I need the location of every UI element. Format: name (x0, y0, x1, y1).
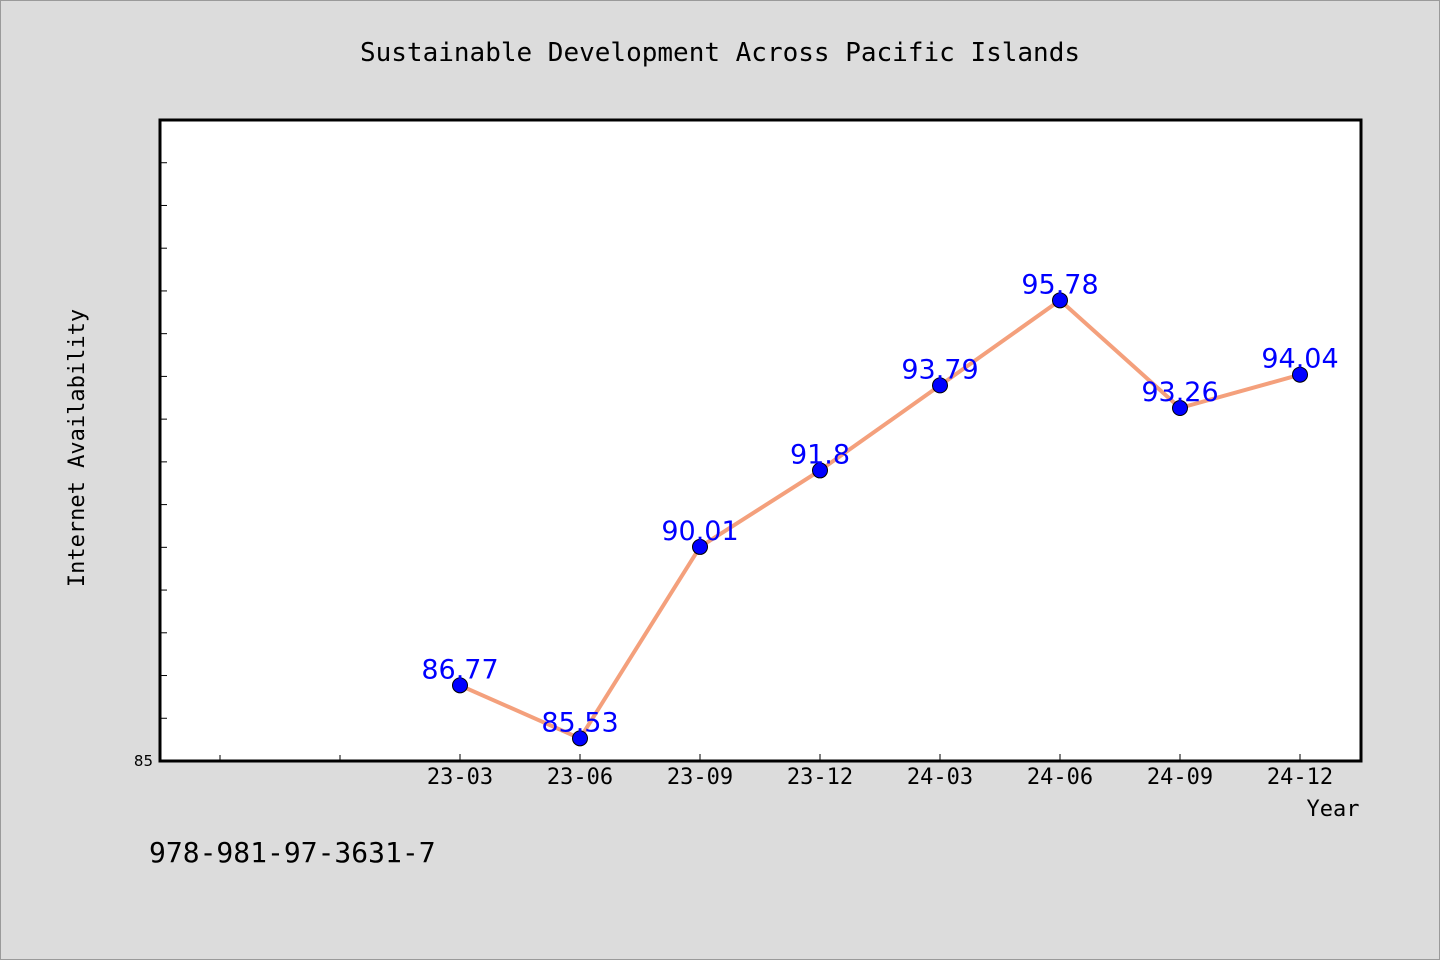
series-line (459, 298, 1301, 741)
data-label: 91.8 (790, 439, 850, 470)
data-labels: 86.77 85.53 90.01 91.8 93.79 95.78 93.26 94.04 (421, 269, 1338, 738)
data-label: 86.77 (421, 654, 498, 685)
chart-title: Sustainable Development Across Pacific I… (360, 38, 1080, 68)
data-markers (452, 292, 1308, 747)
data-label: 95.78 (1021, 269, 1098, 300)
x-tick-label: 24-09 (1147, 765, 1213, 790)
x-tick-label: 23-12 (787, 765, 853, 790)
y-axis-label: Internet Availability (65, 309, 90, 587)
data-point (1292, 366, 1308, 383)
x-tick-label: 23-06 (547, 765, 613, 790)
data-point (932, 377, 948, 394)
data-point (692, 538, 708, 555)
y-tick-label: 85 (134, 752, 153, 770)
data-label: 93.79 (901, 354, 978, 385)
data-label: 93.26 (1141, 377, 1218, 408)
data-label: 85.53 (541, 707, 618, 738)
data-point (812, 462, 828, 479)
x-tick-label: 23-03 (427, 765, 493, 790)
data-point (452, 677, 468, 694)
data-point (1052, 292, 1068, 309)
x-axis-label: Year (1307, 797, 1360, 822)
x-tick-label: 24-12 (1267, 765, 1333, 790)
data-point (1172, 400, 1188, 417)
x-axis-ticks: 23-03 23-06 23-09 23-12 24-03 24-06 24-09 24-12 (219, 754, 1333, 790)
x-tick-label: 24-03 (907, 765, 973, 790)
plot-area (158, 118, 1363, 763)
x-tick-label: 24-06 (1027, 765, 1093, 790)
data-label: 90.01 (661, 516, 738, 547)
y-axis-ticks: 85 (134, 162, 167, 770)
data-point (572, 730, 588, 747)
data-label: 94.04 (1261, 344, 1338, 375)
footer-isbn: 978-981-97-3631-7 (149, 836, 436, 869)
x-tick-label: 23-09 (667, 765, 733, 790)
